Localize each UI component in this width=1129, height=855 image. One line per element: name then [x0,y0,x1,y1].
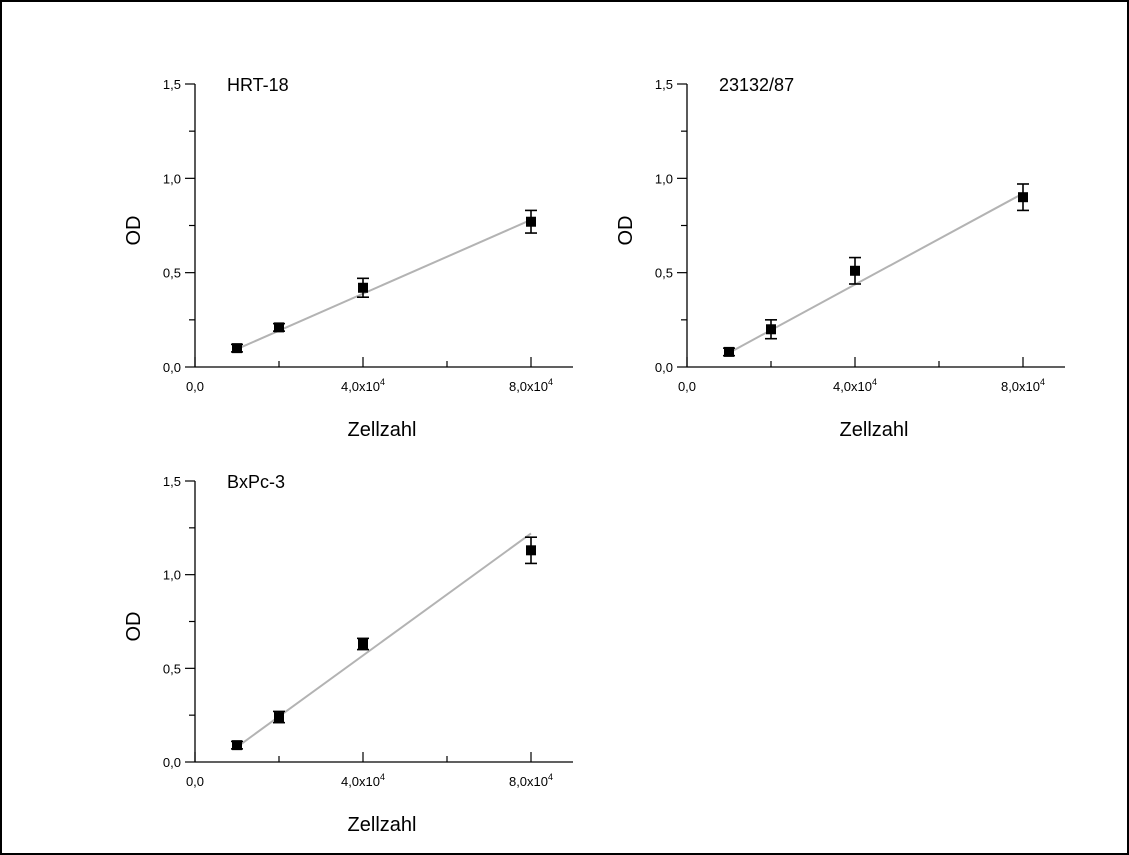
data-point [232,740,242,751]
y-tick-label: 1,5 [163,474,181,489]
chart-panel-bxpc3: 0,0 0,5 1,0 1,5 0,0 4,0x104 8,0x104 BxPc-3 Zellz… [123,472,573,836]
y-tick-label: 1,5 [655,77,673,92]
data-point [526,216,536,227]
y-tick-label: 1,0 [655,171,673,186]
fit-line [236,532,532,748]
data-point [358,638,368,649]
x-tick-label: 8,0x104 [509,377,553,394]
y-tick-label: 0,0 [163,755,181,770]
y-tick-label: 0,0 [163,360,181,375]
data-point [358,282,368,293]
data-point [766,324,776,335]
x-tick-label: 0,0 [678,379,696,394]
x-tick-label: 4,0x104 [833,377,877,394]
y-axis-title: OD [615,216,637,246]
data-point [850,265,860,276]
y-axis-title: OD [123,612,145,642]
y-tick-label: 0,5 [655,266,673,281]
x-tick-label: 0,0 [186,774,204,789]
data-point [274,322,284,333]
x-axis-title: Zellzahl [348,419,417,441]
x-tick-label: 4,0x104 [341,377,385,394]
data-point [526,545,536,556]
panel-title: HRT-18 [227,75,289,95]
y-tick-label: 1,0 [163,568,181,583]
y-tick-label: 1,0 [163,171,181,186]
x-axis-title: Zellzahl [348,814,417,836]
chart-panel-hrt18: 0,0 0,5 1,0 1,5 0,0 4,0x104 8,0x104 HRT-18 Zellz… [123,75,573,441]
panel-title: BxPc-3 [227,472,285,492]
data-point [1018,192,1028,203]
x-tick-label: 8,0x104 [1001,377,1045,394]
data-point [274,712,284,723]
x-tick-label: 0,0 [186,379,204,394]
chart-panel-23132-87: 0,0 0,5 1,0 1,5 0,0 4,0x104 8,0x104 23132/87 Zel… [615,75,1065,441]
y-tick-label: 0,0 [655,360,673,375]
y-tick-label: 0,5 [163,266,181,281]
data-point [232,343,242,354]
x-axis-title: Zellzahl [840,419,909,441]
fit-line [236,218,532,350]
fit-line [728,192,1024,354]
x-tick-label: 4,0x104 [341,772,385,789]
data-point [724,346,734,357]
x-tick-label: 8,0x104 [509,772,553,789]
y-tick-label: 1,5 [163,77,181,92]
panel-title: 23132/87 [719,75,794,95]
y-tick-label: 0,5 [163,661,181,676]
y-axis-title: OD [123,216,145,246]
